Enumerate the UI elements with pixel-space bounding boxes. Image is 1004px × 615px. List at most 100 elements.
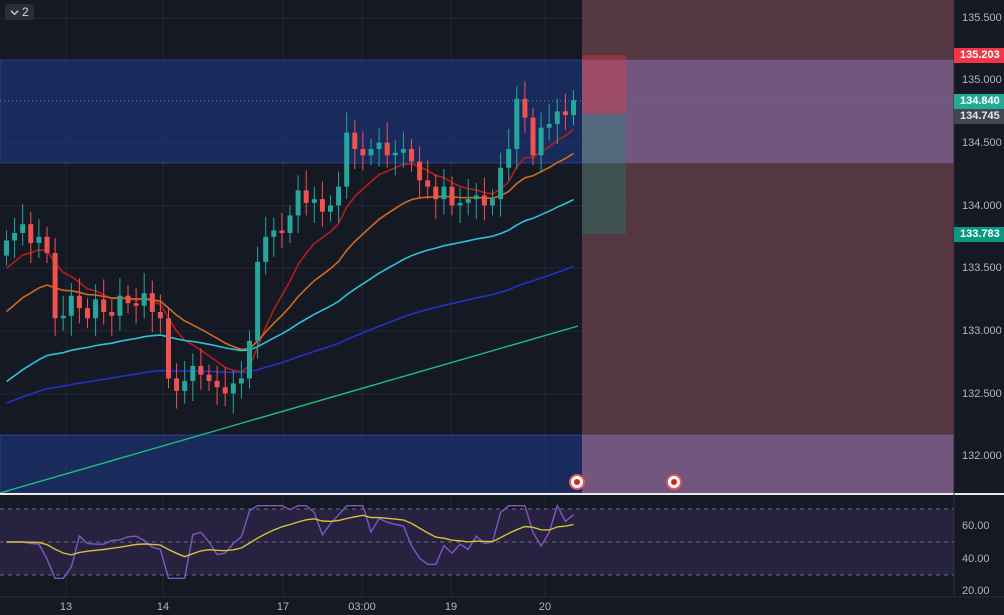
candle-body xyxy=(125,295,131,304)
candle-body xyxy=(344,132,350,187)
candle-body xyxy=(149,293,155,312)
candle-body xyxy=(60,315,66,319)
candle-body xyxy=(85,308,90,319)
candle-body xyxy=(449,186,455,206)
current-price-tag: 134.840 xyxy=(954,94,1004,109)
candle-body xyxy=(506,148,512,168)
candle-body xyxy=(174,378,180,391)
candle-body xyxy=(538,127,544,156)
candle-body xyxy=(530,117,536,156)
candle-body xyxy=(238,378,244,384)
rsi-line xyxy=(6,503,574,579)
candle-body xyxy=(433,186,439,200)
rsi-tick: 20.00 xyxy=(962,585,990,597)
candle-body xyxy=(68,295,74,316)
time-tick: 13 xyxy=(59,601,73,613)
candle-body xyxy=(425,180,431,187)
alert-marker-icon[interactable] xyxy=(569,474,585,490)
candle-body xyxy=(473,195,479,200)
price-tick: 133.500 xyxy=(962,262,1002,274)
stop-price-tag: 133.783 xyxy=(954,227,1004,242)
rsi-tick: 60.00 xyxy=(962,520,990,532)
candle-body xyxy=(20,224,26,233)
candle-body xyxy=(109,311,115,316)
candle-body xyxy=(52,253,58,319)
candle-body xyxy=(101,299,107,312)
candle-body xyxy=(336,186,342,206)
candle-body xyxy=(368,148,374,156)
candle-body xyxy=(441,186,447,200)
candle-body xyxy=(481,195,487,206)
candle-body xyxy=(12,232,18,241)
time-tick: 20 xyxy=(538,601,552,613)
candle-body xyxy=(522,98,528,118)
candle-body xyxy=(360,148,366,156)
candle-body xyxy=(198,365,204,375)
candle-body xyxy=(141,293,147,306)
candle-body xyxy=(498,167,504,200)
candle-body xyxy=(76,295,82,309)
candle-body xyxy=(263,236,269,262)
candle-body xyxy=(328,205,333,212)
price-tick: 134.500 xyxy=(962,137,1002,149)
entry-price-tag: 134.745 xyxy=(954,109,1004,124)
ema-long-line xyxy=(6,265,574,404)
candle-body xyxy=(417,161,423,181)
time-tick: 17 xyxy=(276,601,290,613)
candle-body xyxy=(255,261,261,341)
candle-body xyxy=(376,142,382,149)
ema-medium-line xyxy=(5,152,574,351)
ema-slow-line xyxy=(6,198,574,383)
rsi-ma-line xyxy=(6,514,574,558)
candle-body xyxy=(546,123,552,128)
price-tick: 134.000 xyxy=(962,200,1002,212)
candle-body xyxy=(247,340,252,379)
rsi-tick: 40.00 xyxy=(962,553,990,565)
candle-body xyxy=(303,190,309,203)
candle-body xyxy=(400,148,406,153)
candle-body xyxy=(562,111,568,116)
candle-body xyxy=(279,230,285,233)
candle-body xyxy=(571,100,576,116)
time-tick: 03:00 xyxy=(348,601,376,613)
candle-body xyxy=(93,299,99,319)
candle-body xyxy=(117,295,123,316)
price-tick: 135.500 xyxy=(962,12,1002,24)
candle-body xyxy=(295,190,301,216)
candle-body xyxy=(311,199,317,203)
candle-body xyxy=(457,202,463,206)
candle-body xyxy=(44,236,50,254)
trend-line[interactable] xyxy=(0,325,579,494)
candle-body xyxy=(319,199,325,212)
candle-body xyxy=(214,380,220,388)
badge-label: 2 xyxy=(22,5,29,19)
candle-body xyxy=(4,240,9,256)
price-tick: 133.000 xyxy=(962,325,1002,337)
candle-body xyxy=(384,142,390,156)
candle-body xyxy=(352,132,358,149)
chevron-down-icon xyxy=(10,9,19,15)
alert-marker-icon[interactable] xyxy=(666,474,682,490)
candle-body xyxy=(157,311,163,319)
candle-body xyxy=(554,111,560,124)
price-tick: 132.500 xyxy=(962,388,1002,400)
candle-body xyxy=(182,380,188,391)
candle-body xyxy=(133,303,139,306)
ema-fast-line xyxy=(6,128,575,373)
candle-body xyxy=(409,148,414,162)
candle-body xyxy=(287,215,293,233)
price-tick: 132.000 xyxy=(962,450,1002,462)
candle-body xyxy=(190,365,196,381)
chart-layout-badge[interactable]: 2 xyxy=(5,4,34,20)
price-tick: 135.000 xyxy=(962,74,1002,86)
candle-body xyxy=(271,230,277,237)
target-price-tag: 135.203 xyxy=(954,48,1004,63)
candle-body xyxy=(230,383,236,394)
candle-body xyxy=(36,236,42,244)
candle-body xyxy=(166,318,171,379)
candle-body xyxy=(490,199,495,206)
candle-body xyxy=(465,199,471,203)
candle-body xyxy=(222,387,228,394)
